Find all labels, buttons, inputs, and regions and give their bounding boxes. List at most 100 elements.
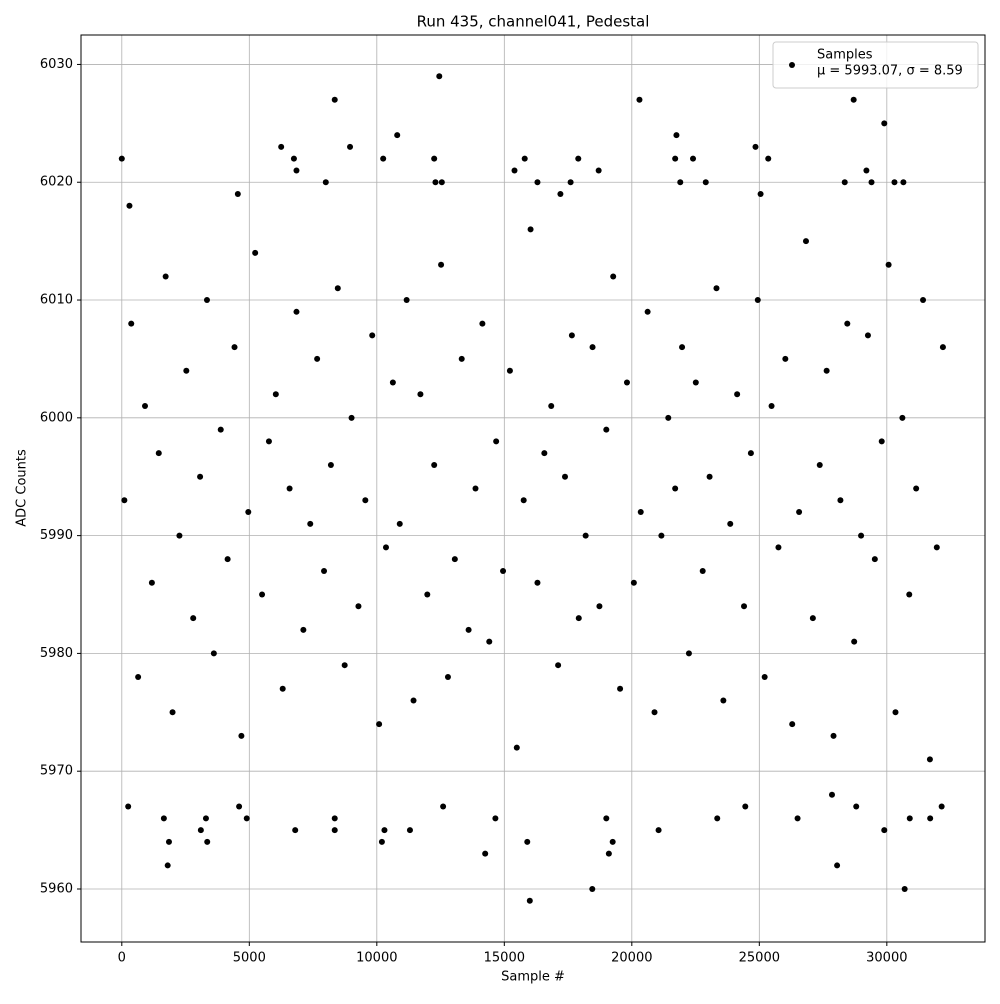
point [761, 673, 768, 680]
point [636, 96, 643, 103]
point [406, 827, 413, 834]
point [868, 179, 875, 186]
x-tick-label: 0 [118, 951, 126, 966]
points [118, 73, 946, 904]
point [380, 155, 387, 162]
point [224, 556, 231, 563]
point [927, 815, 934, 822]
point [526, 897, 533, 904]
legend: Samples μ = 5993.07, σ = 8.59 [772, 41, 979, 89]
point [331, 96, 338, 103]
point [493, 438, 500, 445]
point [451, 556, 458, 563]
point [609, 838, 616, 845]
x-tick-label: 10000 [356, 951, 397, 966]
point [436, 73, 443, 80]
point [858, 532, 865, 539]
point [506, 367, 513, 374]
point [851, 638, 858, 645]
point [190, 615, 197, 622]
point [417, 391, 424, 398]
point [479, 320, 486, 327]
point [259, 591, 266, 598]
point [651, 709, 658, 716]
point [720, 697, 727, 704]
point [252, 249, 259, 256]
point [900, 179, 907, 186]
point [279, 685, 286, 692]
point [321, 567, 328, 574]
point [382, 544, 389, 551]
point [557, 191, 564, 198]
point [568, 332, 575, 339]
point [231, 344, 238, 351]
point [331, 815, 338, 822]
point [290, 155, 297, 162]
point [706, 473, 713, 480]
chart-title: Run 435, channel041, Pedestal [417, 13, 650, 31]
point [747, 450, 754, 457]
point [702, 179, 709, 186]
x-tick-label: 15000 [484, 951, 525, 966]
point [376, 721, 383, 728]
point [834, 862, 841, 869]
point [348, 414, 355, 421]
point [610, 273, 617, 280]
x-axis-label: Sample # [501, 970, 565, 985]
x-tick-label: 5000 [233, 951, 266, 966]
point [403, 297, 410, 304]
point [128, 320, 135, 327]
point [823, 367, 830, 374]
point [243, 815, 250, 822]
point [926, 756, 933, 763]
point [796, 509, 803, 516]
point [500, 567, 507, 574]
point [933, 544, 940, 551]
point [658, 532, 665, 539]
point [828, 791, 835, 798]
x-tick-label: 20000 [611, 951, 652, 966]
point [757, 191, 764, 198]
point [431, 461, 438, 468]
point [165, 838, 172, 845]
point [906, 815, 913, 822]
point [582, 532, 589, 539]
point [655, 827, 662, 834]
point [603, 815, 610, 822]
point [575, 155, 582, 162]
point [802, 238, 809, 245]
point [486, 638, 493, 645]
x-tick-label: 30000 [866, 951, 907, 966]
y-tick-label: 6020 [40, 175, 73, 190]
point [238, 732, 245, 739]
point [292, 827, 299, 834]
point [899, 414, 906, 421]
point [300, 626, 307, 633]
point [272, 391, 279, 398]
point [892, 709, 899, 716]
point [939, 344, 946, 351]
point [685, 650, 692, 657]
point [162, 273, 169, 280]
y-tick-label: 6000 [40, 410, 73, 425]
point [322, 179, 329, 186]
plot-frame [80, 34, 986, 943]
point [794, 815, 801, 822]
point [752, 143, 759, 150]
point [155, 450, 162, 457]
point [837, 497, 844, 504]
legend-note: μ = 5993.07, σ = 8.59 [817, 64, 963, 79]
y-tick-label: 5980 [40, 646, 73, 661]
point [596, 603, 603, 610]
point [630, 579, 637, 586]
point [527, 226, 534, 233]
point [714, 815, 721, 822]
point [603, 426, 610, 433]
point [863, 167, 870, 174]
point [742, 803, 749, 810]
point [677, 179, 684, 186]
point [562, 473, 569, 480]
point [369, 332, 376, 339]
x-tick-label: 25000 [739, 951, 780, 966]
